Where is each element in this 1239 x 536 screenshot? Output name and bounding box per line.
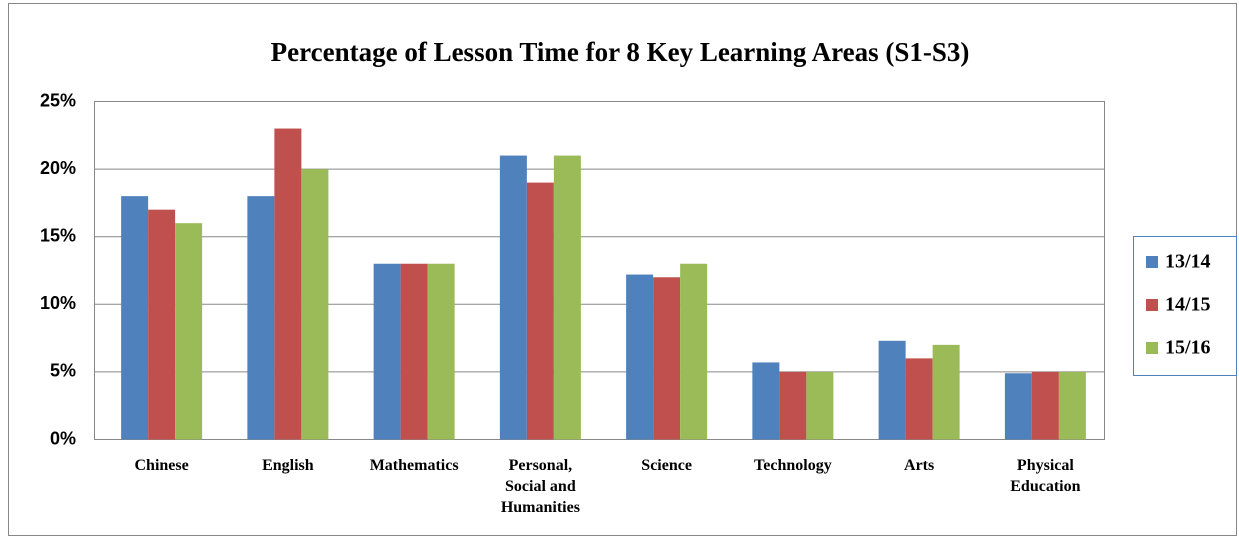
bar [427,263,455,440]
legend-label: 13/14 [1165,251,1211,273]
x-tick-label: Chinese [134,457,189,474]
bar [932,344,960,440]
y-tick-label: 10% [40,293,76,313]
bar [148,209,176,440]
bar [1004,373,1032,440]
bar [175,223,203,440]
x-tick-label: Arts [904,457,935,474]
bar [878,340,906,440]
bar [274,128,302,440]
y-tick-label: 5% [50,361,76,381]
bar [121,196,149,440]
bar [400,263,428,440]
y-tick-label: 20% [40,158,76,178]
x-tick-label: Personal, Social and Humanities [500,457,580,516]
bar [247,196,275,440]
bar [680,263,708,440]
bar [752,362,780,440]
y-tick-label: 0% [50,428,76,448]
bar [301,169,329,440]
chart-border [8,3,1237,536]
legend-label: 15/16 [1165,337,1211,359]
x-tick-label: Technology [754,457,832,474]
legend-swatch [1146,299,1158,311]
bar [905,358,933,440]
bar [499,155,527,440]
bar [1058,371,1086,440]
legend-label: 14/15 [1165,294,1211,316]
legend-swatch [1146,256,1158,268]
bar [653,277,681,440]
legend-swatch [1146,342,1158,354]
x-tick-label: Mathematics [369,457,459,474]
x-tick-label: English [262,457,314,474]
x-tick-label: Science [641,457,692,474]
bar [373,263,401,440]
bar [526,182,554,440]
bar [806,371,834,440]
bar [626,274,654,440]
bar [779,371,807,440]
y-tick-label: 15% [40,225,76,245]
chart-title: Percentage of Lesson Time for 8 Key Lear… [271,37,970,67]
bar [553,155,581,440]
y-tick-label: 25% [40,90,76,110]
bar [1031,371,1059,440]
x-tick-label: Physical Education [1010,457,1081,495]
